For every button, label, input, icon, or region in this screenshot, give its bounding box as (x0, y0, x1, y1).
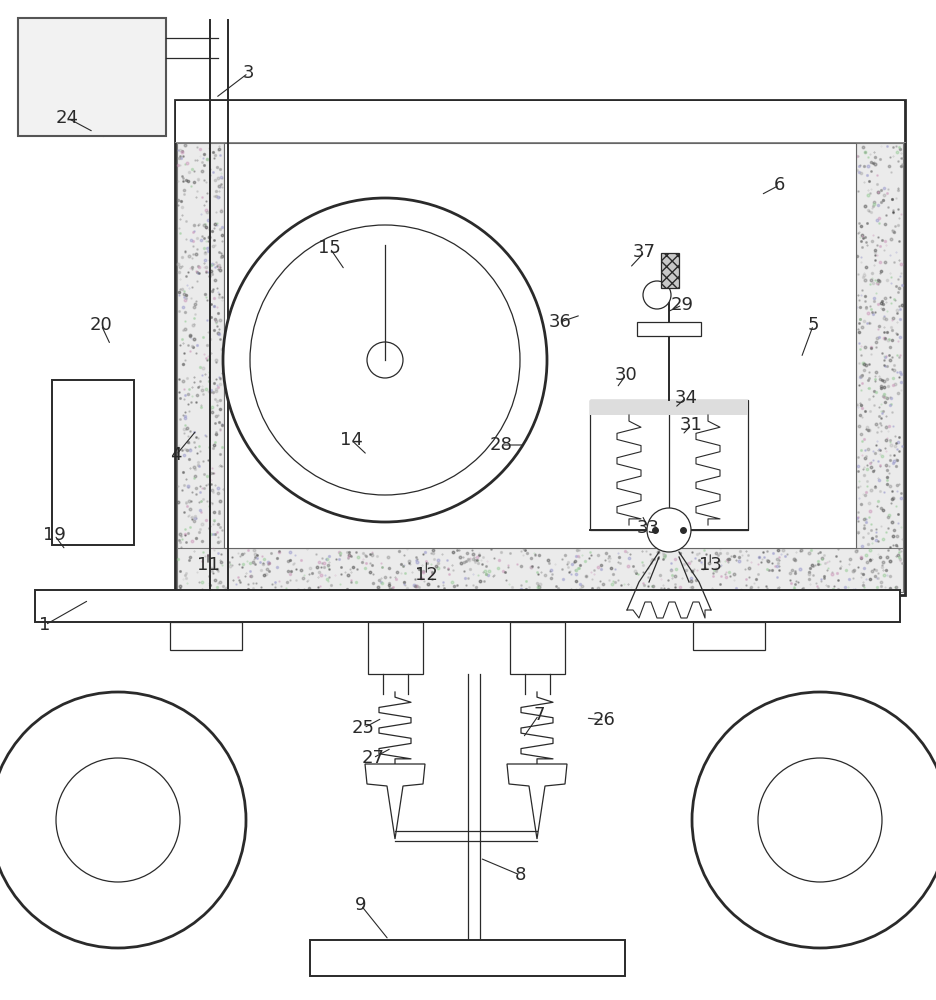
Text: 5: 5 (807, 316, 818, 334)
Text: 33: 33 (636, 519, 659, 537)
Text: 12: 12 (415, 566, 437, 584)
Text: 20: 20 (90, 316, 112, 334)
Text: 15: 15 (318, 239, 341, 257)
Circle shape (642, 281, 670, 309)
Text: 37: 37 (633, 243, 655, 261)
Text: 4: 4 (170, 446, 182, 464)
Bar (35, 590, 899, 622)
Bar (18, 18, 166, 136)
Bar (509, 622, 564, 674)
Bar (693, 622, 764, 650)
Text: 31: 31 (680, 416, 702, 434)
Text: 28: 28 (490, 436, 512, 454)
Bar (177, 548, 902, 592)
Circle shape (0, 692, 246, 948)
Bar (368, 622, 422, 674)
Bar (51, 380, 134, 545)
Circle shape (757, 758, 881, 882)
Bar (224, 143, 856, 548)
Circle shape (223, 198, 547, 522)
Polygon shape (506, 764, 566, 839)
Text: 11: 11 (197, 556, 219, 574)
Text: 25: 25 (352, 719, 374, 737)
Text: 1: 1 (39, 616, 51, 634)
Text: 13: 13 (698, 556, 721, 574)
Bar (169, 622, 241, 650)
Text: 9: 9 (355, 896, 366, 914)
Text: 8: 8 (514, 866, 525, 884)
Circle shape (647, 508, 690, 552)
Bar (590, 400, 668, 415)
Circle shape (692, 692, 936, 948)
Circle shape (367, 342, 402, 378)
Bar (176, 101, 903, 143)
Text: 29: 29 (670, 296, 693, 314)
Text: 7: 7 (533, 706, 544, 724)
Text: 19: 19 (43, 526, 66, 544)
Bar (590, 400, 747, 530)
Bar (668, 400, 747, 415)
Bar (177, 143, 224, 550)
Text: 6: 6 (773, 176, 784, 194)
Circle shape (56, 758, 180, 882)
Bar (856, 143, 902, 550)
Text: 27: 27 (361, 749, 384, 767)
Bar (310, 940, 624, 976)
Text: 24: 24 (56, 109, 79, 127)
Text: 26: 26 (592, 711, 615, 729)
Text: 34: 34 (674, 389, 696, 407)
Text: 30: 30 (614, 366, 636, 384)
Polygon shape (365, 764, 425, 839)
Text: 3: 3 (242, 64, 254, 82)
Circle shape (250, 225, 519, 495)
Bar (636, 322, 700, 336)
Text: 14: 14 (340, 431, 362, 449)
Text: 36: 36 (548, 313, 571, 331)
Bar (175, 100, 904, 595)
Bar (660, 253, 679, 288)
